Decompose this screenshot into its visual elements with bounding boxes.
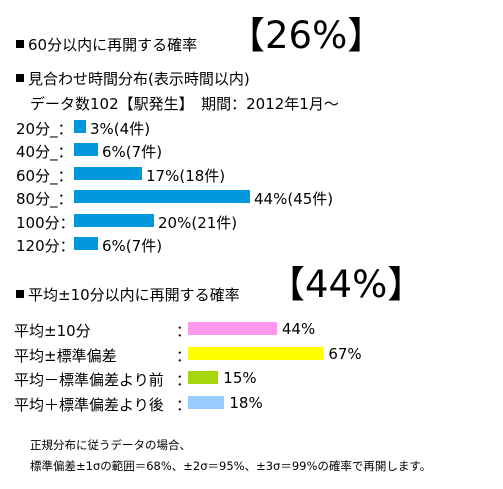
data-label: 15% — [223, 369, 257, 387]
section3-title: 平均±10分以内に再開する確率 — [28, 286, 240, 304]
data-label: 6%(7件) — [102, 143, 163, 162]
data-label: 3%(4件) — [90, 120, 151, 138]
category-label: 120分： — [16, 237, 75, 255]
data-label: 67% — [328, 344, 362, 363]
separator: ： — [176, 346, 192, 365]
category-label: 60分_： — [16, 166, 73, 185]
data-label: 18% — [229, 393, 263, 412]
data-label: 44% — [281, 320, 316, 338]
bar — [74, 213, 154, 227]
section2-subtitle: データ数102【駅発生】 期間：2012年1月～ — [30, 95, 339, 113]
category-label: 20分_： — [16, 120, 73, 138]
data-label: 44%(45件) — [254, 190, 334, 209]
category-label: 80分_： — [16, 190, 73, 209]
bar — [74, 143, 98, 157]
section1-title: 60分以内に再開する確率 — [28, 36, 198, 54]
bar — [188, 346, 324, 360]
data-label: 6%(7件) — [102, 237, 163, 255]
section1-big-value: 【26%】 — [228, 14, 385, 57]
section3-big-value: 【44%】 — [268, 263, 425, 306]
category-label: 100分： — [16, 213, 75, 232]
bar — [188, 322, 277, 335]
bar — [74, 237, 98, 250]
section3-bullet — [16, 290, 24, 298]
separator: ： — [176, 395, 192, 414]
section2-bullet — [16, 74, 24, 82]
category-label: 平均±10分 — [14, 322, 91, 340]
separator: ： — [176, 322, 192, 340]
footnote-line1: 正規分布に従うデータの場合、 — [30, 438, 191, 452]
section1-bullet — [16, 40, 24, 48]
category-label: 40分_： — [16, 143, 73, 162]
section2-title: 見合わせ時間分布(表示時間以内) — [28, 70, 250, 88]
separator: ： — [176, 371, 192, 389]
category-label: 平均±標準偏差 — [14, 346, 117, 365]
bar — [74, 190, 250, 204]
category-label: 平均＋標準偏差より後 — [14, 395, 164, 414]
bar — [74, 120, 86, 133]
category-label: 平均－標準偏差より前 — [14, 371, 164, 389]
footnote-line2: 標準偏差±1σの範囲＝68%、±2σ＝95%、±3σ＝99%の確率で再開します。 — [30, 459, 432, 473]
bar — [188, 395, 225, 409]
data-label: 20%(21件) — [158, 213, 238, 232]
bar — [188, 371, 219, 384]
bar — [74, 166, 142, 180]
data-label: 17%(18件) — [146, 166, 226, 185]
